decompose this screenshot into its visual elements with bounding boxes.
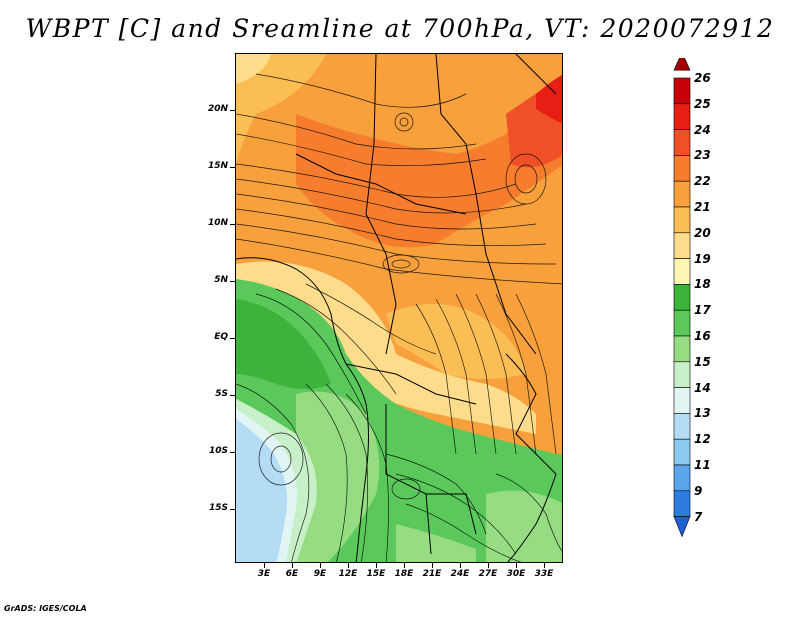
colorbar-swatch bbox=[673, 335, 691, 363]
field-16-s bbox=[396, 524, 476, 562]
lat-label: 10N bbox=[207, 218, 228, 228]
colorbar-label: 13 bbox=[694, 406, 711, 421]
colorbar-label: 9 bbox=[694, 483, 703, 498]
colorbar-swatch bbox=[673, 232, 691, 259]
lon-label: 18E bbox=[394, 569, 414, 579]
lat-label: 5S bbox=[215, 389, 228, 399]
colorbar-label: 20 bbox=[694, 225, 711, 240]
colorbar-swatch bbox=[673, 464, 691, 492]
colorbar-label: 21 bbox=[694, 200, 711, 214]
lon-label: 24E bbox=[450, 569, 470, 579]
colorbar-swatch bbox=[673, 180, 691, 208]
grads-credit: GrADS: IGES/COLA bbox=[4, 604, 87, 613]
field-18-west bbox=[236, 299, 331, 389]
colorbar-swatch bbox=[673, 155, 691, 182]
colorbar-swatch bbox=[673, 413, 691, 440]
colorbar-swatch bbox=[673, 516, 691, 538]
map-panel bbox=[235, 53, 563, 563]
lat-label: EQ bbox=[214, 332, 228, 342]
colorbar-label: 22 bbox=[694, 174, 711, 189]
colorbar-swatch bbox=[673, 258, 691, 285]
colorbar-swatch bbox=[673, 77, 691, 105]
lon-label: 6E bbox=[285, 569, 299, 579]
field-24-ne bbox=[536, 75, 562, 124]
colorbar-label: 19 bbox=[694, 251, 711, 266]
field-22-band bbox=[296, 99, 562, 248]
colorbar-label: 17 bbox=[694, 303, 711, 318]
colorbar-swatch bbox=[673, 361, 691, 388]
streamlines bbox=[236, 73, 562, 562]
colorbar-swatch bbox=[673, 387, 691, 414]
colorbar-label: 24 bbox=[694, 122, 711, 137]
lat-label: 15S bbox=[208, 503, 228, 513]
colorbar-swatch bbox=[673, 438, 691, 466]
colorbar-swatch bbox=[673, 309, 691, 337]
lat-label: 5N bbox=[214, 275, 228, 285]
lon-label: 21E bbox=[422, 569, 442, 579]
lon-label: 3E bbox=[257, 569, 271, 579]
lat-label: 20N bbox=[207, 104, 228, 114]
colorbar-swatch bbox=[673, 58, 691, 71]
colorbar-label: 25 bbox=[694, 96, 711, 111]
lon-label: 30E bbox=[506, 569, 526, 579]
field-19-nw bbox=[236, 54, 271, 84]
lon-label: 27E bbox=[478, 569, 498, 579]
field-13-sw bbox=[236, 419, 288, 562]
colorbar-swatch bbox=[673, 129, 691, 156]
lat-label: 10S bbox=[208, 446, 228, 456]
colorbar-swatch bbox=[673, 103, 691, 130]
colorbar-label: 18 bbox=[694, 277, 711, 292]
field-19-belt bbox=[236, 261, 536, 434]
colorbar-label: 16 bbox=[694, 329, 711, 343]
colorbar-swatch bbox=[673, 284, 691, 311]
colorbar-label: 7 bbox=[694, 509, 703, 524]
colorbar-label: 15 bbox=[694, 354, 711, 369]
lon-label: 15E bbox=[366, 569, 386, 579]
colorbar bbox=[673, 58, 691, 538]
colorbar-swatch bbox=[673, 206, 691, 234]
colorbar-label: 26 bbox=[694, 71, 711, 85]
colorbar-swatch bbox=[673, 490, 691, 517]
colorbar-label: 11 bbox=[694, 458, 711, 472]
map-title: WBPT [C] and Sreamline at 700hPa, VT: 20… bbox=[25, 14, 775, 43]
lat-label: 15N bbox=[207, 161, 228, 171]
wbpt-field bbox=[236, 54, 562, 562]
lon-label: 12E bbox=[338, 569, 358, 579]
lon-label: 33E bbox=[534, 569, 554, 579]
lon-label: 9E bbox=[313, 569, 327, 579]
colorbar-label: 23 bbox=[694, 148, 711, 163]
field-20-nw bbox=[236, 54, 326, 164]
colorbar-label: 14 bbox=[694, 380, 711, 395]
colorbar-label: 12 bbox=[694, 432, 711, 447]
